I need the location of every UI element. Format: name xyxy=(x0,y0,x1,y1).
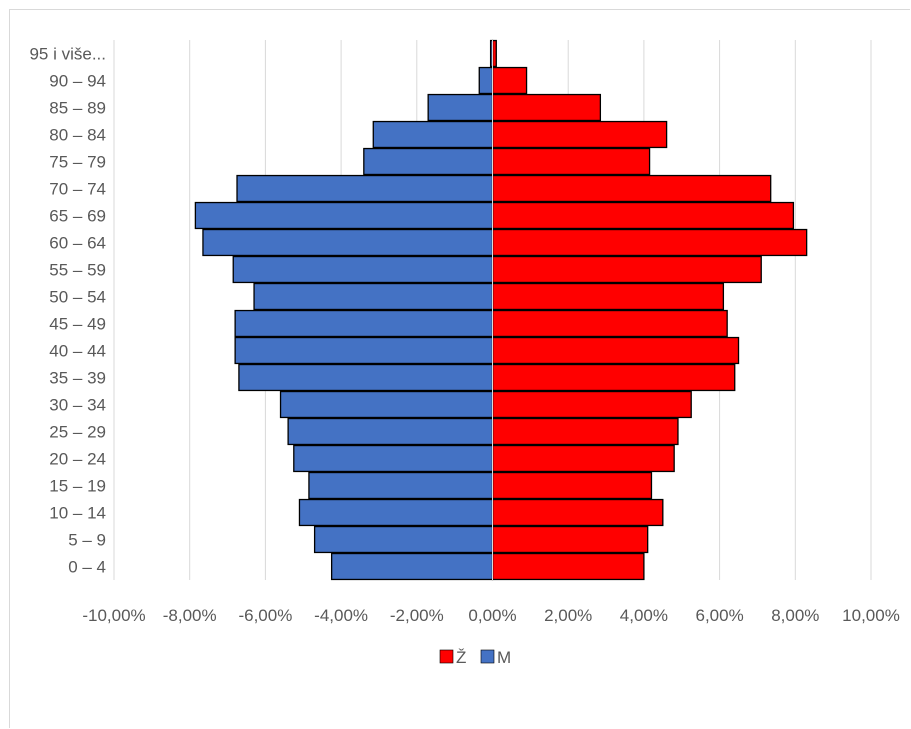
bar-zenski xyxy=(491,66,528,95)
bar-zenski xyxy=(491,444,675,473)
legend-swatch-zenski xyxy=(439,649,454,664)
y-category-label: 70 – 74 xyxy=(49,180,106,199)
y-category-label: 60 – 64 xyxy=(49,234,106,253)
bar-zenski xyxy=(491,417,679,446)
bar-zenski xyxy=(491,120,668,149)
y-category-label: 10 – 14 xyxy=(49,504,106,523)
y-category-label: 45 – 49 xyxy=(49,315,106,334)
bar-zenski xyxy=(491,147,651,176)
bar-muski xyxy=(234,336,494,365)
bar-muski xyxy=(363,147,494,176)
y-category-label: 20 – 24 xyxy=(49,450,106,469)
x-tick-label: 10,00% xyxy=(842,606,900,625)
bar-muski xyxy=(234,309,494,338)
x-tick-label: -2,00% xyxy=(390,606,444,625)
bar-zenski xyxy=(491,498,664,527)
bar-zenski xyxy=(491,174,772,203)
bar-zenski xyxy=(491,93,602,122)
legend: Ž M xyxy=(439,648,511,667)
legend-label-zenski: Ž xyxy=(456,648,466,667)
y-category-label: 75 – 79 xyxy=(49,153,106,172)
bars xyxy=(194,39,808,581)
bar-zenski xyxy=(491,309,728,338)
y-category-label: 90 – 94 xyxy=(49,72,106,91)
y-category-label: 80 – 84 xyxy=(49,126,106,145)
y-category-label: 50 – 54 xyxy=(49,288,106,307)
x-axis-labels: -10,00% -8,00% -6,00% -4,00% -2,00% 0,00% 2,00… xyxy=(82,606,900,625)
x-tick-label: -4,00% xyxy=(314,606,368,625)
x-tick-label: -10,00% xyxy=(82,606,145,625)
y-category-label: 95 i više... xyxy=(29,45,106,64)
bar-muski xyxy=(372,120,494,149)
bar-zenski xyxy=(491,363,736,392)
y-category-label: 40 – 44 xyxy=(49,342,106,361)
y-category-label: 65 – 69 xyxy=(49,207,106,226)
bar-zenski xyxy=(491,390,692,419)
bar-muski xyxy=(202,228,494,257)
y-category-label: 5 – 9 xyxy=(68,531,106,550)
bar-muski xyxy=(293,444,494,473)
x-tick-label: 0,00% xyxy=(468,606,516,625)
x-tick-label: 6,00% xyxy=(695,606,743,625)
legend-label-muski: M xyxy=(497,648,511,667)
bar-zenski xyxy=(491,282,725,311)
bar-muski xyxy=(308,471,494,500)
y-category-label: 35 – 39 xyxy=(49,369,106,388)
x-tick-label: 4,00% xyxy=(620,606,668,625)
y-category-label: 15 – 19 xyxy=(49,477,106,496)
y-category-label: 0 – 4 xyxy=(68,558,106,577)
bar-muski xyxy=(253,282,494,311)
bar-muski xyxy=(313,525,494,554)
chart-frame xyxy=(9,9,910,728)
bar-zenski xyxy=(491,471,653,500)
x-tick-label: -8,00% xyxy=(163,606,217,625)
x-tick-label: 2,00% xyxy=(544,606,592,625)
y-category-label: 30 – 34 xyxy=(49,396,106,415)
bar-muski xyxy=(478,66,494,95)
x-tick-label: 8,00% xyxy=(771,606,819,625)
bar-muski xyxy=(232,255,494,284)
bar-muski xyxy=(236,174,494,203)
legend-swatch-muski xyxy=(480,649,495,664)
y-category-label: 85 – 89 xyxy=(49,99,106,118)
bar-muski xyxy=(427,93,494,122)
bar-muski xyxy=(238,363,494,392)
bar-zenski xyxy=(491,336,740,365)
bar-muski xyxy=(194,201,494,230)
bar-zenski xyxy=(491,525,649,554)
bar-zenski xyxy=(491,552,645,581)
bar-muski xyxy=(287,417,494,446)
x-tick-label: -6,00% xyxy=(238,606,292,625)
y-category-label: 55 – 59 xyxy=(49,261,106,280)
bar-muski xyxy=(330,552,494,581)
bar-muski xyxy=(279,390,494,419)
bar-muski xyxy=(298,498,494,527)
bar-zenski xyxy=(491,255,762,284)
bar-zenski xyxy=(491,201,795,230)
y-axis-labels: 0 – 4 5 – 9 10 – 14 15 – 19 20 – 24 25 – 29 30… xyxy=(29,45,106,577)
bar-zenski xyxy=(491,228,808,257)
y-category-label: 25 – 29 xyxy=(49,423,106,442)
